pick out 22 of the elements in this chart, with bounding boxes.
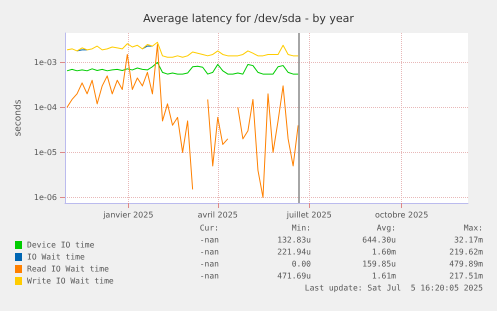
line-series xyxy=(66,42,299,58)
y-tick-label: 1e-03 xyxy=(34,58,57,67)
text: -nan 132.83u 644.30u 32.17m xyxy=(200,236,483,244)
y-tick-label: 1e-04 xyxy=(34,102,57,112)
x-tick-label: avril 2025 xyxy=(198,210,238,220)
text: -nan 471.69u 1.61m 217.51m xyxy=(200,272,483,280)
x-tick-label: janvier 2025 xyxy=(102,210,154,220)
legend-label: Read IO Wait time xyxy=(27,264,110,274)
legend-label: IO Wait time xyxy=(27,252,85,262)
text: Last update: Sat Jul 5 16:20:05 2025 xyxy=(304,284,484,292)
chart-title: Average latency for /dev/sda - by year xyxy=(143,12,354,25)
line-series xyxy=(66,62,299,75)
x-tick-label: octobre 2025 xyxy=(375,210,428,220)
y-axis-title: seconds xyxy=(14,99,24,136)
text: -nan 0.00 159.85u 479.89m xyxy=(200,260,483,268)
legend-label: Device IO time xyxy=(27,240,95,250)
text: Cur: Min: Avg: Max: xyxy=(200,224,483,232)
y-tick-label: 1e-05 xyxy=(34,148,57,157)
legend-label: Write IO Wait time xyxy=(27,276,114,286)
text: -nan 221.94u 1.60m 219.62m xyxy=(200,248,483,256)
y-tick-label: 1e-06 xyxy=(34,192,57,202)
x-tick-label: juillet 2025 xyxy=(286,210,332,220)
